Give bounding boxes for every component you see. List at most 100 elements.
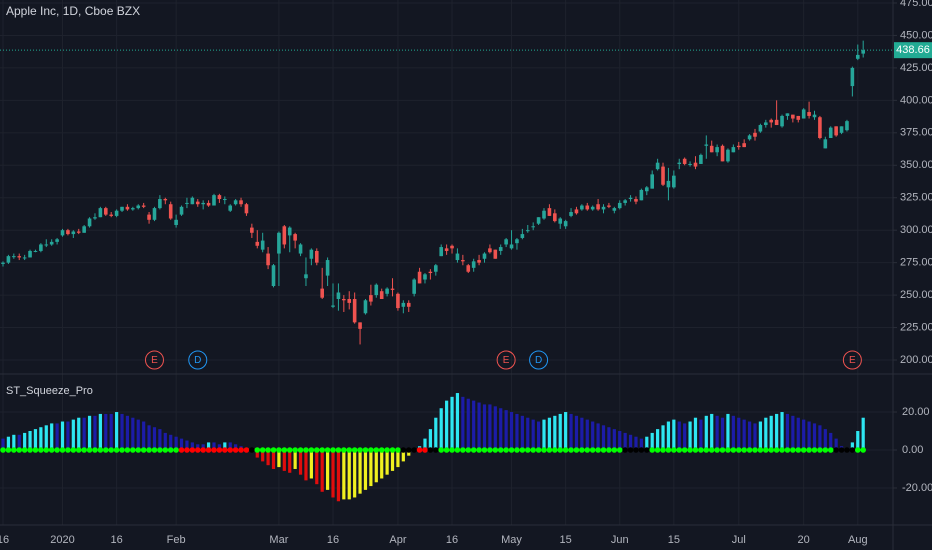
histogram-bar <box>601 425 606 450</box>
histogram-bar <box>115 412 119 450</box>
candle-body <box>298 244 303 254</box>
candle-body <box>331 305 335 307</box>
squeeze-dot <box>21 447 28 453</box>
histogram-bar <box>677 421 681 450</box>
event-marker <box>188 350 208 370</box>
candle-body <box>233 200 238 205</box>
candle-body <box>93 217 97 219</box>
squeeze-dot <box>811 447 818 453</box>
histogram-bar <box>531 419 535 450</box>
candle-body <box>563 221 568 227</box>
candle-body <box>585 205 590 210</box>
candle-body <box>596 204 600 210</box>
candle-body <box>179 206 184 215</box>
histogram-bar <box>234 444 238 450</box>
histogram-bar <box>461 396 465 450</box>
squeeze-dot <box>492 447 499 453</box>
histogram-bar <box>374 450 378 483</box>
histogram-bar <box>493 406 497 450</box>
squeeze-dot <box>741 447 747 453</box>
histogram-bar <box>585 419 589 450</box>
candle-body <box>736 145 741 148</box>
squeeze-dot <box>113 447 120 453</box>
squeeze-dot <box>297 447 304 453</box>
histogram-bar <box>93 415 97 450</box>
squeeze-dot <box>151 447 158 453</box>
squeeze-dot <box>162 447 169 453</box>
squeeze-dot <box>654 447 661 453</box>
histogram-bar <box>455 393 460 450</box>
squeeze-dot <box>665 447 672 453</box>
x-tick-label: 16 <box>0 534 9 546</box>
squeeze-dot <box>330 447 336 453</box>
histogram-bar <box>569 413 573 450</box>
candle-body <box>98 208 103 218</box>
candle-body <box>471 261 476 268</box>
squeeze-dot <box>124 447 131 453</box>
candle-body <box>780 115 784 127</box>
squeeze-dot <box>757 447 764 453</box>
squeeze-dot <box>633 447 639 453</box>
squeeze-dot <box>319 447 325 453</box>
squeeze-dot <box>465 447 472 453</box>
squeeze-dot <box>43 447 50 453</box>
event-label: E <box>151 355 158 366</box>
histogram-bar <box>574 415 579 450</box>
candle-body <box>195 201 200 205</box>
histogram-bar <box>445 400 449 450</box>
candle-body <box>628 197 633 200</box>
candle-body <box>617 202 622 209</box>
histogram-bar <box>628 434 633 450</box>
squeeze-dot <box>692 447 699 453</box>
squeeze-dot <box>427 447 434 453</box>
squeeze-dot <box>698 447 704 453</box>
histogram-bar <box>764 417 768 450</box>
candle-body <box>542 210 546 219</box>
histogram-bar <box>829 432 833 450</box>
histogram-bar <box>850 442 854 450</box>
candle-body <box>634 199 638 202</box>
squeeze-dot <box>70 447 77 453</box>
histogram-bar <box>98 413 102 450</box>
histogram-bar <box>526 417 530 450</box>
candle-body <box>861 50 865 54</box>
squeeze-dot <box>351 447 358 453</box>
candle-body <box>352 298 357 323</box>
histogram-bar <box>152 427 157 450</box>
candle-body <box>374 284 379 296</box>
candle-body <box>212 195 216 206</box>
candle-body <box>423 274 427 280</box>
histogram-bar <box>737 417 741 450</box>
squeeze-dot <box>81 447 87 453</box>
squeeze-dot <box>481 447 488 453</box>
candle-body <box>417 271 422 284</box>
squeeze-dot <box>373 447 380 453</box>
candle-body <box>601 206 606 210</box>
histogram-bar <box>720 417 725 450</box>
candle-body <box>282 226 287 245</box>
histogram-bar <box>818 425 822 450</box>
histogram-bar <box>271 450 276 469</box>
candle-body <box>796 115 801 120</box>
squeeze-dot <box>497 447 504 453</box>
squeeze-dot <box>102 447 109 453</box>
squeeze-dot <box>643 447 650 453</box>
candle-body <box>709 145 714 153</box>
candle-body <box>720 145 725 162</box>
candle-body <box>358 322 362 329</box>
candle-body <box>17 256 22 258</box>
histogram-bar <box>206 442 211 450</box>
histogram-bar <box>785 413 790 450</box>
histogram-bar <box>639 438 643 450</box>
candle-body <box>255 241 260 246</box>
histogram-bar <box>282 450 286 471</box>
candle-body <box>163 199 168 201</box>
candle-body <box>244 204 249 214</box>
y-tick-label: 250.00 <box>900 289 932 301</box>
histogram-bar <box>1 438 5 450</box>
histogram-bar <box>55 423 59 450</box>
histogram-bar <box>796 417 800 450</box>
squeeze-dot <box>108 447 114 453</box>
histogram-bar <box>731 415 735 450</box>
histogram-bar <box>558 413 562 450</box>
